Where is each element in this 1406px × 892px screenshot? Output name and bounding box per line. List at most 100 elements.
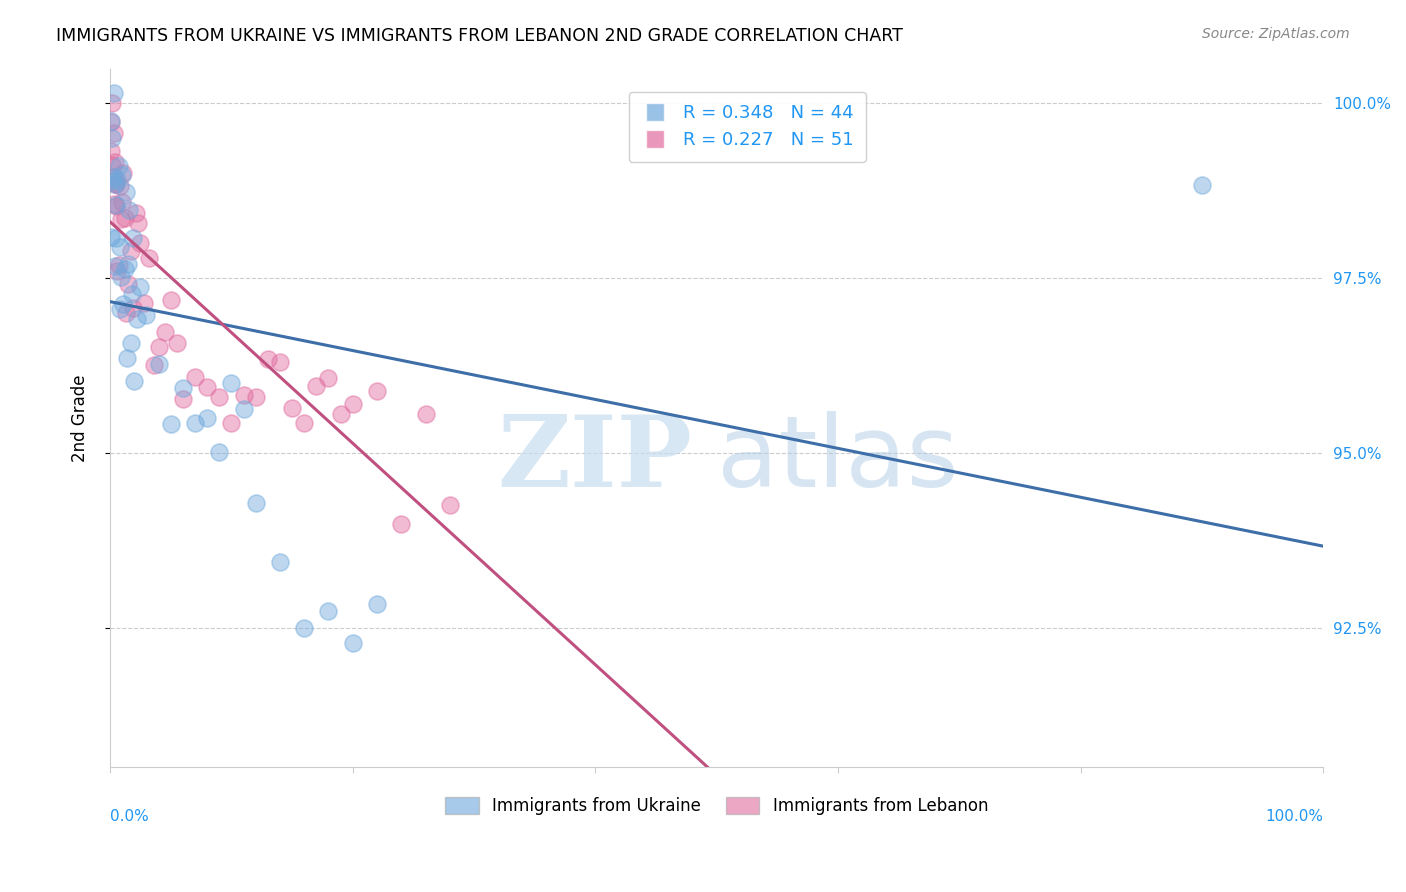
Point <box>245 496 267 510</box>
Point <box>110 269 132 284</box>
Point <box>342 397 364 411</box>
Point <box>184 416 207 430</box>
Point <box>105 264 128 278</box>
Point <box>159 417 181 431</box>
Point <box>104 177 127 191</box>
Point <box>108 179 131 194</box>
Point <box>292 621 315 635</box>
Point <box>232 388 254 402</box>
Point <box>125 312 148 326</box>
Point <box>100 230 122 244</box>
Point <box>135 308 157 322</box>
Point <box>122 231 145 245</box>
Text: ZIP: ZIP <box>498 411 692 508</box>
Point <box>329 408 352 422</box>
Point <box>120 244 142 259</box>
Point <box>1191 178 1213 193</box>
Point <box>318 370 340 384</box>
Point <box>121 287 143 301</box>
Point <box>107 159 129 173</box>
Point <box>269 355 291 369</box>
Point <box>104 154 127 169</box>
Point <box>305 379 328 393</box>
Point <box>105 177 128 191</box>
Point <box>195 379 218 393</box>
Point <box>120 335 142 350</box>
Point <box>172 381 194 395</box>
Point <box>124 374 146 388</box>
Point <box>111 168 134 182</box>
Point <box>100 114 122 128</box>
Point <box>115 351 138 365</box>
Point <box>104 259 127 273</box>
Point <box>124 206 146 220</box>
Point <box>318 604 340 618</box>
Point <box>138 252 160 266</box>
Text: Source: ZipAtlas.com: Source: ZipAtlas.com <box>1202 27 1350 41</box>
Point <box>105 173 128 187</box>
Point <box>101 130 124 145</box>
Point <box>122 301 145 315</box>
Text: IMMIGRANTS FROM UKRAINE VS IMMIGRANTS FROM LEBANON 2ND GRADE CORRELATION CHART: IMMIGRANTS FROM UKRAINE VS IMMIGRANTS FR… <box>56 27 903 45</box>
Point <box>107 258 129 272</box>
Text: 100.0%: 100.0% <box>1265 809 1323 824</box>
Point <box>105 199 128 213</box>
Point <box>117 257 139 271</box>
Point <box>101 173 124 187</box>
Point <box>101 95 124 110</box>
Point <box>172 392 194 406</box>
Point <box>415 407 437 421</box>
Point <box>221 376 243 391</box>
Point <box>105 231 128 245</box>
Text: atlas: atlas <box>717 411 959 508</box>
Point <box>103 170 125 185</box>
Point <box>117 277 139 291</box>
Point <box>208 390 231 404</box>
Point <box>132 296 155 310</box>
Point <box>105 198 128 212</box>
Y-axis label: 2nd Grade: 2nd Grade <box>72 374 89 462</box>
Point <box>100 144 122 158</box>
Point <box>232 402 254 417</box>
Point <box>112 165 135 179</box>
Point <box>129 236 152 251</box>
Point <box>195 411 218 425</box>
Point <box>114 262 136 277</box>
Point <box>103 126 125 140</box>
Text: 0.0%: 0.0% <box>110 809 149 824</box>
Point <box>269 556 291 570</box>
Point <box>103 197 125 211</box>
Point <box>389 516 412 531</box>
Point <box>127 216 149 230</box>
Point <box>108 301 131 316</box>
Point <box>148 340 170 354</box>
Point <box>103 87 125 101</box>
Point <box>101 157 124 171</box>
Point <box>184 370 207 384</box>
Point <box>115 305 138 319</box>
Legend: Immigrants from Ukraine, Immigrants from Lebanon: Immigrants from Ukraine, Immigrants from… <box>439 790 994 822</box>
Point <box>129 280 152 294</box>
Point <box>111 194 134 209</box>
Point <box>208 445 231 459</box>
Point <box>153 325 176 339</box>
Point <box>148 357 170 371</box>
Point <box>104 177 127 191</box>
Point <box>221 416 243 430</box>
Point <box>166 336 188 351</box>
Point <box>115 186 138 200</box>
Point <box>142 358 165 372</box>
Point <box>256 351 278 366</box>
Point <box>292 417 315 431</box>
Point <box>108 239 131 253</box>
Point <box>342 636 364 650</box>
Point <box>118 202 141 217</box>
Point <box>245 390 267 404</box>
Point <box>103 170 125 185</box>
Point <box>110 211 132 226</box>
Point <box>281 401 304 415</box>
Point <box>366 597 388 611</box>
Point <box>366 384 388 399</box>
Point <box>112 297 135 311</box>
Point <box>114 211 136 225</box>
